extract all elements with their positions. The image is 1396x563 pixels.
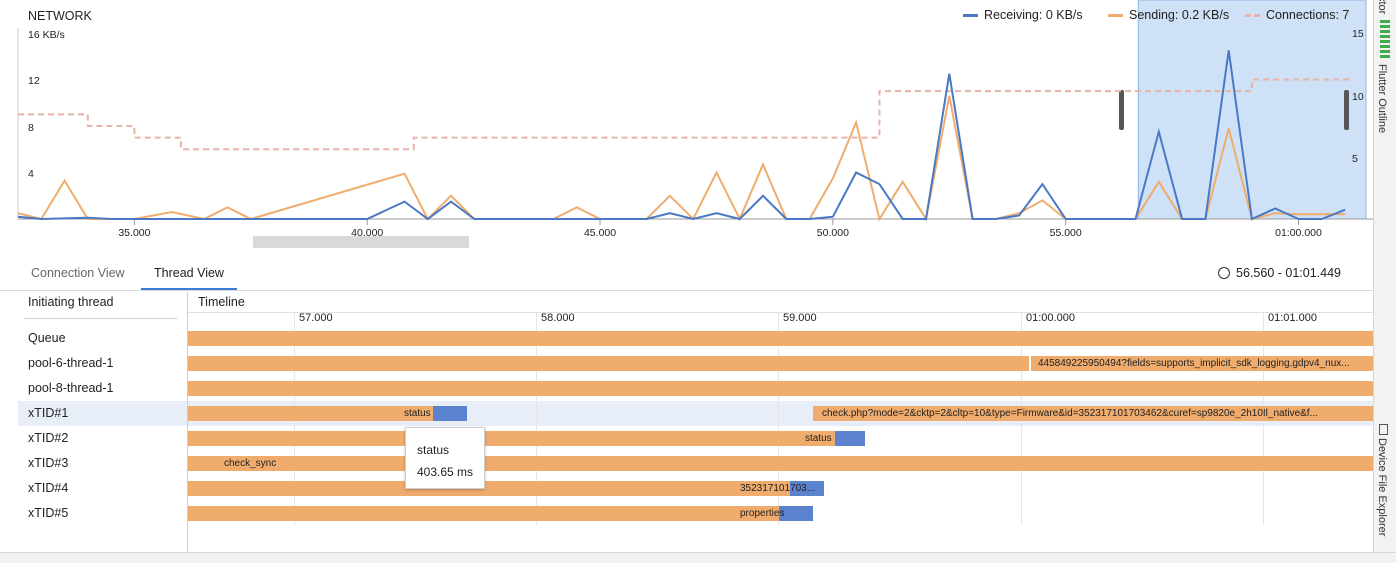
right-tick-label: 15 — [1352, 28, 1364, 40]
request-bar[interactable] — [188, 356, 1029, 371]
tooltip-duration: 403.65 ms — [417, 465, 474, 479]
selection-range[interactable] — [1137, 0, 1367, 220]
request-bar-label: check_sync — [224, 458, 277, 469]
thread-row-pool-8[interactable]: pool-8-thread-1 — [28, 381, 114, 395]
timeline-tick-label: 57.000 — [299, 312, 333, 324]
thread-list: Initiating thread Queue pool-6-thread-1 … — [18, 292, 188, 552]
timeline-gridline — [536, 312, 537, 525]
request-bar[interactable] — [188, 331, 1373, 346]
left-tick-label: 12 — [28, 75, 40, 87]
time-range-label: 56.560 - 01:01.449 — [1236, 266, 1341, 280]
bottom-tool-window-bar — [0, 552, 1396, 563]
right-tick-label: 10 — [1352, 91, 1364, 103]
request-bar[interactable] — [1031, 356, 1373, 371]
horizontal-scrollbar-thumb[interactable] — [253, 236, 469, 248]
selection-handle-left[interactable] — [1119, 90, 1124, 130]
side-tab-flutter-outline[interactable]: Flutter Outline — [1376, 64, 1388, 134]
tab-thread-view[interactable]: Thread View — [141, 258, 237, 290]
request-bar-label: check.php?mode=2&cktp=2&cltp=10&type=Fir… — [822, 408, 1318, 419]
selection-handle-right[interactable] — [1344, 90, 1349, 130]
request-bar[interactable] — [188, 481, 790, 496]
bar-tooltip: status 403.65 ms — [405, 427, 485, 489]
file-icon[interactable] — [1379, 424, 1388, 435]
request-bar-label: status — [805, 433, 832, 444]
response-bar[interactable] — [790, 481, 824, 496]
request-bar-label: status — [404, 408, 431, 419]
request-bar[interactable] — [188, 381, 1373, 396]
thread-row-xtid5[interactable]: xTID#5 — [28, 506, 69, 520]
receiving-series-line — [17, 50, 1346, 221]
response-bar[interactable] — [835, 431, 865, 446]
thread-row-xtid2[interactable]: xTID#2 — [28, 431, 69, 445]
network-chart: 35.000 40.000 45.000 50.000 55.000 01:00.000 … — [17, 0, 1373, 239]
response-bar[interactable] — [433, 406, 467, 421]
left-tick-label: 4 — [28, 168, 34, 180]
right-tool-window-bar: ctor Flutter Outline Device File Explore… — [1373, 0, 1396, 552]
request-bar[interactable] — [188, 431, 835, 446]
timeline-tick-label: 01:00.000 — [1026, 312, 1075, 324]
request-bar[interactable] — [188, 406, 433, 421]
left-axis-unit: 16 KB/s — [28, 29, 65, 41]
sending-swatch-icon — [1108, 13, 1123, 17]
request-bar[interactable] — [188, 456, 1373, 471]
legend-sending-label: Sending: 0.2 KB/s — [1129, 8, 1230, 22]
x-axis-tick-label: 35.000 — [118, 227, 150, 239]
x-axis-tick-label: 45.000 — [584, 227, 616, 239]
request-bar-label: properties — [740, 508, 785, 519]
side-tab-inspector[interactable]: ctor — [1376, 0, 1388, 15]
right-tick-label: 5 — [1352, 153, 1358, 165]
receiving-swatch-icon — [963, 13, 978, 17]
connections-series-line — [18, 78, 1351, 151]
thread-row-queue[interactable]: Queue — [28, 331, 66, 345]
view-tabs: Connection View Thread View 56.560 - 01:… — [0, 258, 1373, 291]
time-range: 56.560 - 01:01.449 — [1218, 258, 1341, 288]
request-bar[interactable] — [813, 406, 1373, 421]
header-divider — [188, 312, 1373, 313]
x-axis-tick-label: 50.000 — [817, 227, 849, 239]
connections-swatch-icon — [1245, 13, 1260, 17]
legend-receiving: Receiving: 0 KB/s — [963, 8, 1083, 22]
timeline-tick-label: 01:01.000 — [1268, 312, 1317, 324]
request-bar-label: 445849225950494?fields=supports_implicit… — [1038, 358, 1350, 369]
timeline-tick-label: 59.000 — [783, 312, 817, 324]
request-bar-label: 352317101703... — [740, 483, 816, 494]
request-bar[interactable] — [188, 506, 779, 521]
legend-sending: Sending: 0.2 KB/s — [1108, 8, 1229, 22]
chart-title: NETWORK — [28, 9, 93, 23]
thread-row-xtid4[interactable]: xTID#4 — [28, 481, 69, 495]
flutter-performance-icon[interactable] — [1380, 20, 1390, 60]
legend-receiving-label: Receiving: 0 KB/s — [984, 8, 1083, 22]
thread-timeline: Timeline 57.000 58.000 59.000 01:00.000 … — [188, 292, 1373, 552]
thread-row-xtid1[interactable]: xTID#1 — [18, 401, 187, 426]
x-axis-tick-label: 01:00.000 — [1275, 227, 1322, 239]
tab-connection-view[interactable]: Connection View — [31, 266, 125, 280]
left-tick-label: 8 — [28, 122, 34, 134]
clock-icon — [1218, 267, 1231, 279]
legend-connections-label: Connections: 7 — [1266, 8, 1350, 22]
thread-row-xtid3[interactable]: xTID#3 — [28, 456, 69, 470]
side-tab-device-file-explorer[interactable]: Device File Explorer — [1376, 438, 1388, 537]
timeline-gridline — [778, 312, 779, 525]
thread-row-pool-6[interactable]: pool-6-thread-1 — [28, 356, 114, 370]
header-divider — [24, 318, 177, 319]
network-profiler-pane: 35.000 40.000 45.000 50.000 55.000 01:00.000 … — [0, 0, 1373, 250]
legend-connections: Connections: 7 — [1245, 8, 1349, 22]
response-bar[interactable] — [779, 506, 813, 521]
tooltip-title: status — [417, 443, 450, 457]
thread-column-header[interactable]: Initiating thread — [28, 295, 114, 309]
x-axis-tick-label: 55.000 — [1050, 227, 1082, 239]
timeline-column-header: Timeline — [198, 295, 245, 309]
timeline-tick-label: 58.000 — [541, 312, 575, 324]
